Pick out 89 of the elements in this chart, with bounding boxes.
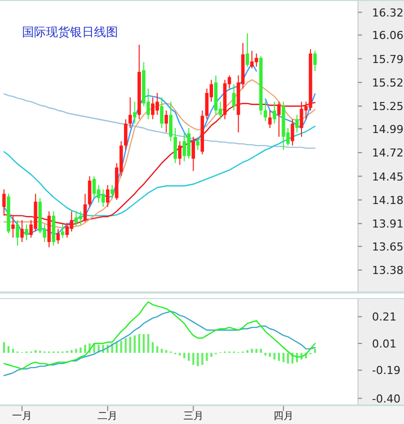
bar [134, 335, 136, 353]
y-tick-label: 14.99 [372, 122, 404, 136]
bar [268, 352, 271, 357]
bar [178, 352, 181, 356]
bar [264, 352, 266, 356]
line-series [3, 310, 316, 376]
y-tick-label: 13.38 [372, 264, 404, 278]
candlestick [250, 50, 254, 69]
bar [160, 348, 163, 353]
x-tick-label: 四月 [273, 411, 294, 422]
bar [246, 350, 248, 353]
y-tick-label: 16.32 [372, 6, 404, 20]
bar [165, 350, 168, 353]
candlestick [160, 96, 164, 129]
bar [138, 334, 140, 353]
candlestick [101, 188, 105, 208]
x-tick-label: 三月 [183, 411, 204, 422]
bar [206, 352, 208, 361]
candlestick [178, 140, 182, 166]
y-tick-label: 14.18 [372, 194, 404, 207]
bar [152, 342, 154, 353]
bar [210, 352, 212, 357]
y-tick-label: 15.79 [372, 52, 404, 66]
candlestick [88, 176, 92, 208]
bar [273, 352, 276, 360]
bar [3, 342, 5, 353]
bar [156, 346, 158, 353]
line-series [3, 301, 316, 370]
bar [192, 352, 194, 365]
candlestick [133, 101, 136, 124]
candlestick [83, 193, 87, 222]
candlestick [106, 184, 110, 208]
bar [124, 338, 127, 353]
bar [183, 352, 186, 358]
bar [34, 350, 37, 353]
candlestick [169, 101, 172, 142]
candlestick [174, 128, 177, 164]
y-tick-label: 0.21 [372, 310, 396, 324]
y-tick-label: 14.45 [372, 170, 404, 184]
bar [282, 352, 284, 362]
y-tick-label: 15.25 [372, 100, 404, 114]
bar [286, 352, 289, 364]
y-tick-label: 14.72 [372, 146, 404, 160]
bar [188, 352, 190, 361]
y-tick-label: 15.52 [372, 76, 404, 90]
x-tick-label: 一月 [12, 411, 32, 422]
candlestick [60, 224, 64, 238]
candlestick [264, 101, 268, 122]
y-tick-label: 13.65 [372, 240, 404, 254]
bar [142, 334, 145, 353]
bar [201, 352, 204, 365]
y-tick-label: -0.40 [372, 392, 400, 406]
candlestick [246, 32, 250, 68]
bar [147, 334, 150, 353]
candlestick [70, 210, 74, 232]
candlestick [128, 96, 132, 129]
candlestick [78, 210, 82, 225]
bar [250, 348, 253, 353]
candlestick [272, 101, 276, 124]
bar [80, 347, 82, 353]
bar [260, 348, 262, 353]
bar [314, 348, 316, 353]
y-tick-label: -0.19 [372, 364, 400, 378]
candlestick [277, 101, 281, 138]
text: 国际现货银日线图 [22, 25, 118, 39]
bar [196, 352, 199, 366]
candlestick [110, 184, 114, 199]
candlestick [164, 110, 168, 133]
bar [84, 344, 86, 353]
x-tick-label: 二月 [98, 411, 118, 422]
candlestick [268, 110, 272, 129]
candlestick [192, 136, 196, 172]
candlestick [11, 215, 15, 238]
y-tick-label: 13.91 [372, 218, 404, 231]
candlestick [196, 136, 200, 150]
bar [70, 350, 73, 353]
bar [8, 346, 10, 353]
candlestick [205, 88, 209, 120]
bar [278, 352, 280, 361]
y-tick-label: 0.01 [372, 337, 396, 350]
bar [129, 336, 132, 353]
y-tick-label: 16.06 [372, 29, 404, 42]
candlestick [56, 228, 60, 244]
bar [120, 340, 122, 353]
bar [12, 348, 14, 353]
bar [116, 342, 118, 353]
candlestick [124, 118, 128, 150]
bar [75, 348, 78, 353]
candlestick [232, 84, 236, 111]
